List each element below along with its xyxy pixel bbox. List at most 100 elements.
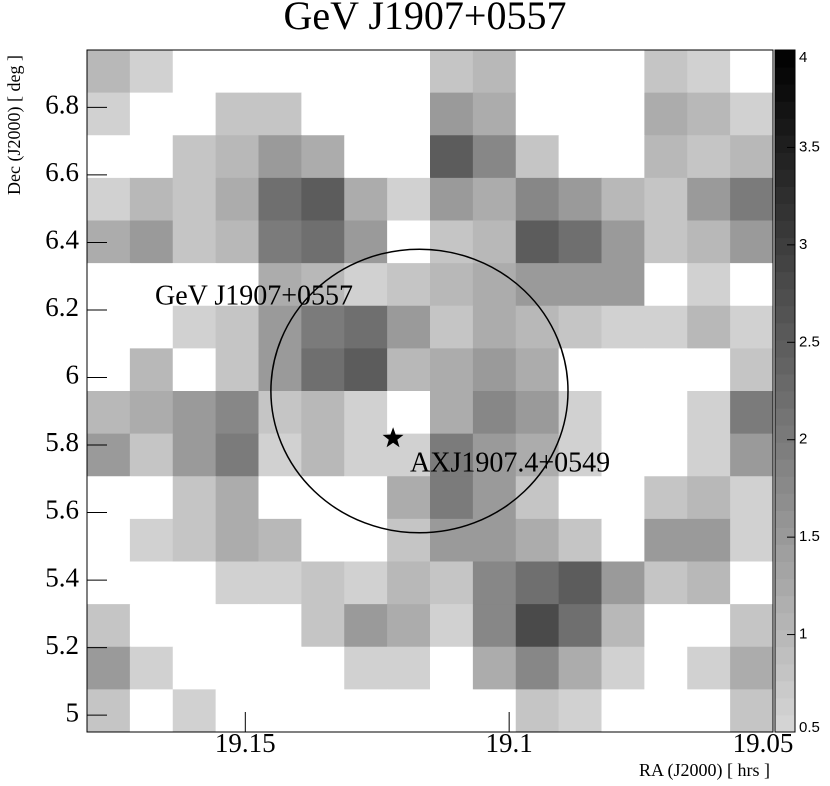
colorbar-step: [775, 186, 795, 204]
colorbar-step: [775, 595, 795, 614]
colorbar-step: [775, 50, 795, 68]
heatmap-cell: [258, 263, 302, 307]
heatmap-cell: [344, 518, 388, 562]
heatmap-cell: [87, 646, 131, 690]
heatmap-cell: [172, 646, 217, 690]
heatmap-cell: [172, 433, 217, 477]
heatmap-cell: [301, 561, 345, 605]
heatmap-cell: [172, 92, 217, 136]
heatmap-cell: [730, 604, 774, 648]
heatmap-cell: [601, 263, 645, 307]
heatmap-cell: [172, 135, 217, 179]
colorbar-step: [775, 476, 795, 494]
y-tick-label: 5: [66, 697, 80, 727]
heatmap-cell: [258, 92, 302, 136]
heatmap-cell: [730, 135, 774, 179]
heatmap-cell: [215, 391, 259, 435]
heatmap-cell: [472, 646, 517, 690]
heatmap-cell: [515, 476, 560, 520]
heatmap-cell: [258, 604, 302, 648]
heatmap-cell: [430, 433, 474, 477]
heatmap-cell: [172, 263, 217, 307]
colorbar-step: [775, 714, 795, 733]
heatmap-cell: [129, 348, 174, 392]
heatmap-cell: [558, 689, 602, 733]
colorbar-step: [775, 339, 795, 358]
heatmap-cell: [430, 50, 474, 94]
heatmap-cell: [644, 433, 688, 477]
heatmap-cell: [129, 220, 174, 264]
heatmap-cell: [344, 135, 388, 179]
heatmap-cell: [472, 177, 517, 221]
heatmap-cell: [215, 220, 259, 264]
heatmap-cell: [644, 518, 688, 562]
heatmap-cell: [215, 135, 259, 179]
colorbar-step: [775, 510, 795, 528]
heatmap-cell: [344, 50, 388, 94]
heatmap-cell: [258, 561, 302, 605]
heatmap-cell: [730, 689, 774, 733]
heatmap-cell: [215, 604, 259, 648]
heatmap-cell: [172, 391, 217, 435]
heatmap-cell: [472, 348, 517, 392]
heatmap-cell: [472, 92, 517, 136]
heatmap-cell: [172, 177, 217, 221]
heatmap-cell: [472, 433, 517, 477]
y-axis-label: Dec (J2000) [ deg ]: [4, 55, 25, 195]
heatmap: [87, 50, 774, 733]
heatmap-cell: [558, 646, 602, 690]
heatmap-cell: [301, 646, 345, 690]
heatmap-cell: [687, 220, 731, 264]
heatmap-cell: [601, 518, 645, 562]
colorbar-step: [775, 67, 795, 85]
heatmap-cell: [172, 348, 217, 392]
heatmap-cell: [215, 263, 259, 307]
heatmap-cell: [301, 92, 345, 136]
heatmap-cell: [687, 689, 731, 733]
heatmap-cell: [129, 391, 174, 435]
heatmap-cell: [301, 50, 345, 94]
colorbar-tick-label: 1.5: [799, 528, 820, 545]
heatmap-cell: [687, 391, 731, 435]
colorbar-step: [775, 391, 795, 409]
heatmap-cell: [344, 220, 388, 264]
heatmap-cell: [601, 689, 645, 733]
heatmap-cell: [172, 604, 217, 648]
heatmap-cell: [472, 391, 517, 435]
colorbar-step: [775, 203, 795, 221]
heatmap-cell: [129, 305, 174, 349]
colorbar-step: [775, 561, 795, 580]
colorbar-step: [775, 629, 795, 648]
heatmap-cell: [430, 177, 474, 221]
heatmap-cell: [601, 646, 645, 690]
heatmap-cell: [687, 646, 731, 690]
heatmap-cell: [644, 177, 688, 221]
heatmap-cell: [687, 305, 731, 349]
heatmap-cell: [215, 433, 259, 477]
heatmap-cell: [472, 518, 517, 562]
colorbar-step: [775, 373, 795, 392]
heatmap-cell: [430, 92, 474, 136]
heatmap-cell: [558, 561, 602, 605]
heatmap-cell: [87, 391, 131, 435]
heatmap-cell: [387, 391, 431, 435]
heatmap-cell: [644, 135, 688, 179]
heatmap-cell: [258, 391, 302, 435]
colorbar-step: [775, 459, 795, 477]
heatmap-cell: [301, 604, 345, 648]
chart-title: GeV J1907+0557: [284, 0, 567, 38]
heatmap-cell: [387, 646, 431, 690]
heatmap-cell: [687, 263, 731, 307]
heatmap-cell: [730, 348, 774, 392]
heatmap-cell: [730, 561, 774, 605]
heatmap-cell: [129, 689, 174, 733]
heatmap-cell: [344, 391, 388, 435]
colorbar-step: [775, 527, 795, 545]
heatmap-cell: [87, 433, 131, 477]
heatmap-cell: [387, 135, 431, 179]
heatmap-cell: [387, 476, 431, 520]
heatmap-cell: [215, 476, 259, 520]
source-label: AXJ1907.4+0549: [410, 447, 610, 478]
heatmap-cell: [387, 220, 431, 264]
heatmap-cell: [301, 305, 345, 349]
